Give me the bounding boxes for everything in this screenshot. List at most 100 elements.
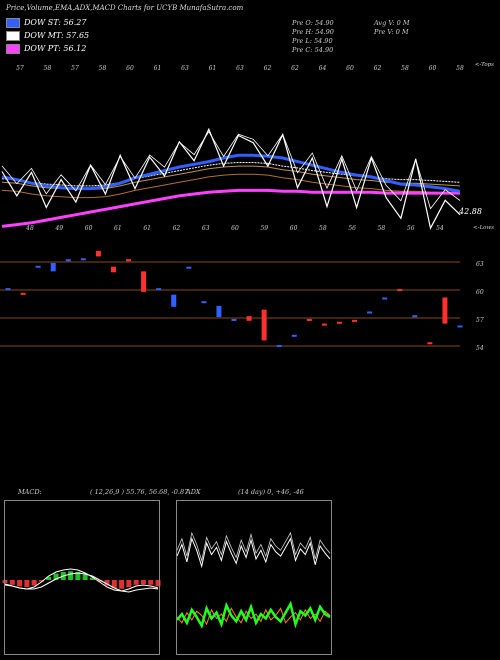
chart-title: Price,Volume,EMA,ADX,MACD Charts for UCY… [6,4,244,12]
bottom-tick-label: 60 [290,225,298,232]
top-tick-label: 62 [264,65,272,72]
top-tick-label: 60 [126,65,134,72]
legend-dow-pt-label: DOW PT: 56.12 [24,44,87,53]
top-tick-label: 63 [181,65,189,72]
candle [306,318,312,321]
bottom-tick-label: 63 [202,225,210,232]
candle [442,297,448,324]
top-tick-label: 58 [401,65,409,72]
top-tick-label: 58 [44,65,52,72]
macd-histogram-bar [46,576,52,580]
candle [110,266,116,273]
candle [427,342,433,345]
macd-histogram-bar [2,580,8,584]
candle [231,318,237,321]
candle [5,288,11,291]
top-tick-label: 61 [209,65,217,72]
candle [216,305,222,318]
top-tick-label: 62 [291,65,299,72]
macd-params: ( 12,26,9 ) 55.76, 56.68, -0.87 [90,488,189,496]
candle [201,301,207,304]
candle [20,292,26,295]
macd-histogram-bar [111,580,117,588]
ohlc-avg-volume: Avg V: 0 M [374,19,410,27]
macd-histogram-bar [68,571,74,580]
legend-dow-pt: DOW PT: 56.12 [6,44,86,54]
macd-histogram-bar [75,572,81,580]
candle [276,345,282,348]
macd-histogram-bar [31,580,37,586]
adx-plus-di-line [176,600,331,629]
candle [156,288,162,291]
candle [80,258,86,261]
bottom-tick-label: 48 [25,225,34,232]
bottom-tick-label: 58 [378,225,386,232]
candle [352,319,358,322]
top-tick-label: 60 [429,65,437,72]
candle [35,265,41,268]
candle [397,289,403,292]
candle [367,311,373,314]
candle-y-tick-label: 63 [476,261,484,268]
legend-dow-mt-label: DOW MT: 57.65 [24,31,90,40]
bottom-tick-label: 56 [407,225,415,232]
candle [141,271,147,292]
legend-dow-st-label: DOW ST: 56.27 [24,18,87,27]
macd-histogram-bar [9,580,15,585]
macd-histogram-bar [155,580,161,587]
candle-y-tick-label: 54 [476,345,484,352]
macd-histogram-bar [126,580,132,588]
candle-y-tick-label: 57 [476,317,484,324]
bottom-tick-label: 58 [319,225,327,232]
macd-histogram-bar [17,580,23,587]
macd-label: MACD: [18,488,42,496]
legend-dow-mt: DOW MT: 57.65 [6,31,89,41]
dow-pt-line [1,188,460,228]
last-price-label: 42.88 [458,207,482,216]
macd-histogram-bar [24,580,30,588]
candle [95,250,101,257]
top-tick-label: 57 [71,65,79,72]
candle [336,321,342,324]
top-tick-label: 60 [346,65,354,72]
macd-histogram-bar [133,580,139,585]
bottom-tick-label: 61 [143,225,151,232]
ohlc-prev-volume: Pre V: 0 M [374,28,409,36]
macd-histogram-bar [119,580,125,589]
candle [321,323,327,326]
adx-secondary-line [176,531,331,563]
adx-params: (14 day) 0, +46, -46 [238,488,304,496]
candle [457,325,463,328]
top-tick-label: 58 [456,65,464,72]
macd-histogram-bar [38,580,44,582]
macd-histogram-bar [104,580,110,586]
legend-dow-mt-swatch [6,31,20,41]
top-tick-label: 63 [236,65,244,72]
adx-line [176,537,331,569]
candle [291,334,297,337]
candle [126,259,132,262]
top-tick-label: 58 [99,65,107,72]
legend-dow-st-swatch [6,18,20,28]
lows-label: <-Lows [473,225,494,231]
top-tick-label: 64 [319,65,327,72]
macd-signal-line [4,572,159,593]
candle [171,294,177,307]
macd-histogram-bar [97,580,103,582]
candle-y-tick-label: 60 [476,289,484,296]
macd-histogram-bar [140,580,146,584]
price-line [1,127,461,230]
legend-dow-pt-swatch [6,44,20,54]
price-high-line [1,130,461,210]
candle [261,309,267,341]
tops-label: <-Tops [475,62,494,68]
bottom-tick-label: 49 [54,225,63,232]
macd-histogram-bar [82,574,88,580]
candle [382,297,388,300]
ohlc-open: Pre O: 54.90 [292,19,334,27]
bottom-tick-label: 61 [114,225,122,232]
candle [65,259,71,262]
ohlc-low: Pre L: 54.90 [292,37,333,45]
candle [412,315,418,318]
